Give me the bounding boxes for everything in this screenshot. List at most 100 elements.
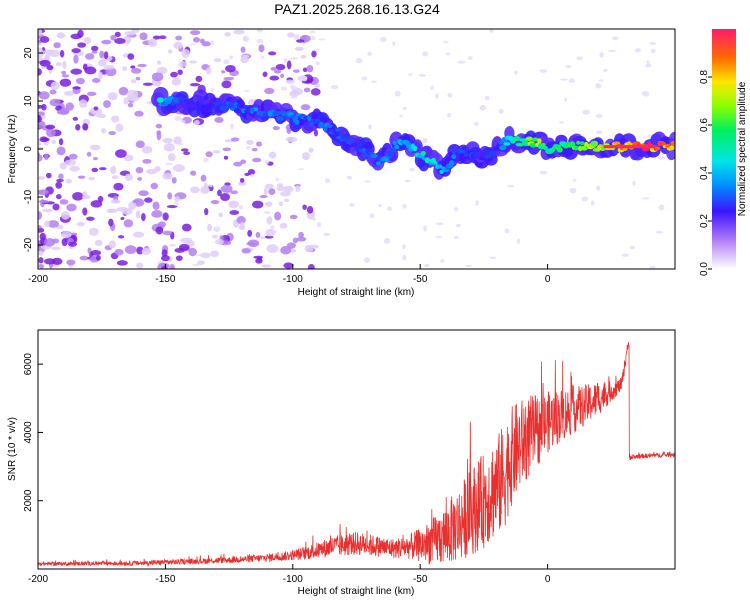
noise-blob [293, 69, 300, 73]
noise-blob [59, 78, 72, 87]
noise-blob [43, 258, 56, 265]
noise-blob [38, 199, 49, 204]
colorbar-label: Normalized spectral amplitude [737, 81, 748, 216]
noise-blob [564, 97, 568, 102]
noise-blob [270, 225, 275, 230]
ridge-core-blob [276, 116, 285, 121]
noise-blob [263, 210, 271, 215]
noise-blob [171, 77, 181, 86]
noise-blob [114, 31, 121, 37]
noise-blob [175, 35, 183, 41]
noise-blob [230, 137, 240, 142]
noise-blob [310, 88, 321, 96]
noise-blob [489, 29, 494, 33]
x-tick-label: -200 [28, 574, 48, 585]
noise-blob [286, 60, 292, 70]
ridge-core-blob [228, 101, 235, 108]
noise-blob [142, 158, 152, 164]
noise-blob [298, 231, 304, 239]
ridge-core-blob [187, 102, 194, 108]
snr-panel: -200 -150 -100 -50 0 2000 4000 6000 Height of … [7, 329, 676, 597]
noise-blob [204, 208, 209, 216]
noise-blob [236, 216, 246, 225]
noise-blob [189, 82, 201, 87]
noise-blob [257, 29, 263, 33]
noise-blob [302, 67, 308, 73]
noise-blob [454, 235, 459, 240]
noise-blob [596, 130, 603, 135]
ridge-core-blob [370, 154, 378, 158]
noise-blob [258, 44, 265, 53]
noise-blob [455, 223, 461, 228]
noise-blob [155, 123, 163, 129]
ridge-core-blob [529, 142, 538, 148]
noise-blob [646, 60, 650, 64]
noise-blob [69, 165, 80, 172]
noise-blob [294, 46, 304, 52]
noise-blob [115, 149, 127, 158]
noise-blob [79, 99, 88, 108]
noise-blob [61, 211, 70, 220]
noise-blob [166, 204, 178, 209]
noise-blob [38, 29, 43, 36]
noise-blob [289, 214, 298, 220]
noise-blob [283, 262, 294, 269]
ridge-core-blob [375, 161, 381, 166]
noise-blob [261, 264, 271, 268]
noise-blob [402, 106, 408, 110]
noise-blob [103, 51, 109, 60]
noise-blob [107, 92, 118, 101]
noise-blob [58, 173, 64, 180]
noise-blob [274, 69, 282, 74]
y-tick-label: -10 [23, 189, 34, 204]
noise-blob [516, 238, 521, 245]
ridge-core-blob [405, 142, 413, 149]
noise-blob [193, 119, 200, 126]
noise-blob [152, 35, 161, 40]
noise-blob [241, 54, 250, 59]
noise-blob [72, 191, 84, 201]
noise-blob [108, 218, 114, 227]
noise-blob [141, 212, 146, 222]
noise-blob [265, 201, 273, 207]
noise-blob [245, 145, 251, 150]
noise-blob [151, 209, 163, 218]
ridge-core-blob [461, 146, 467, 151]
y-tick-label: -20 [23, 237, 34, 252]
noise-blob [223, 155, 229, 160]
noise-blob [221, 80, 232, 89]
noise-blob [65, 178, 72, 184]
noise-blob [560, 78, 568, 81]
noise-blob [247, 239, 260, 248]
noise-blob [77, 42, 87, 48]
noise-blob [218, 212, 223, 218]
noise-blob [215, 238, 224, 245]
noise-blob [213, 226, 221, 233]
noise-blob [135, 76, 141, 81]
noise-blob [50, 246, 61, 251]
colorbar-ticks: 0.0 0.2 0.4 0.6 0.8 [699, 70, 712, 276]
noise-blob [634, 48, 641, 53]
noise-blob [286, 127, 292, 134]
colorbar-tick-label: 0.6 [699, 118, 710, 132]
noise-blob [171, 177, 177, 184]
noise-blob [156, 131, 162, 141]
noise-blob [190, 186, 200, 194]
noise-blob [173, 41, 183, 50]
ridge-core-blob [669, 145, 675, 151]
noise-blob [51, 139, 57, 144]
ridge-peak-stripe [603, 145, 655, 149]
figure-title: PAZ1.2025.268.16.13.G24 [274, 1, 440, 17]
noise-blob [148, 38, 158, 47]
noise-blob [133, 231, 145, 238]
ridge-core-blob [225, 101, 230, 105]
ridge-core-blob [433, 161, 438, 165]
noise-blob [197, 260, 205, 266]
noise-blob [138, 190, 149, 197]
noise-blob [247, 229, 253, 237]
noise-blob [61, 70, 67, 75]
noise-blob [457, 60, 466, 64]
colorbar-gradient [712, 29, 736, 269]
noise-blob [435, 235, 442, 239]
noise-blob [314, 83, 321, 88]
